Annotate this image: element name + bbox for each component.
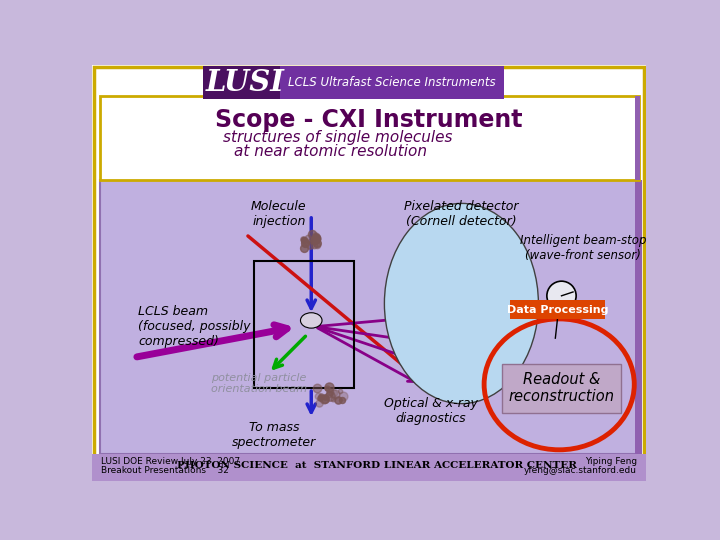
Text: yfeng@slac.stanford.edu: yfeng@slac.stanford.edu [524,466,637,475]
Point [332,396,343,404]
Point [315,392,327,400]
Point [325,392,336,400]
Text: structures of single molecules: structures of single molecules [223,131,453,145]
FancyBboxPatch shape [503,363,621,413]
FancyBboxPatch shape [636,180,642,454]
Point [313,399,325,408]
Point [324,387,336,396]
Text: Yiping Feng: Yiping Feng [585,457,637,466]
Text: Breakout Presentations    32: Breakout Presentations 32 [101,466,229,475]
Text: LUSI: LUSI [206,68,284,97]
Point [298,244,310,252]
Point [312,392,323,400]
Text: To mass
spectrometer: To mass spectrometer [232,421,316,449]
FancyBboxPatch shape [92,65,647,481]
Text: Data Processing: Data Processing [507,305,608,315]
Point [327,389,338,397]
Point [299,239,310,247]
Point [308,237,320,246]
Point [302,234,314,242]
Text: PHOTON SCIENCE  at  STANFORD LINEAR ACCELERATOR CENTER: PHOTON SCIENCE at STANFORD LINEAR ACCELE… [176,462,577,470]
Point [312,241,323,249]
Point [310,235,322,244]
FancyBboxPatch shape [99,180,639,454]
Text: LCLS beam
(focused, possibly
compressed): LCLS beam (focused, possibly compressed) [138,305,251,348]
Point [299,235,310,244]
Point [321,384,333,393]
Point [299,235,310,244]
Point [305,237,316,246]
Point [327,394,338,403]
Point [307,230,318,238]
FancyBboxPatch shape [510,300,606,319]
Ellipse shape [547,281,576,310]
FancyBboxPatch shape [636,96,640,180]
Ellipse shape [300,313,322,328]
Text: Scope - CXI Instrument: Scope - CXI Instrument [215,108,523,132]
Point [320,393,331,402]
Point [310,231,322,240]
Text: Optical & x-ray
diagnostics: Optical & x-ray diagnostics [384,397,477,426]
Point [338,392,349,400]
FancyBboxPatch shape [92,454,647,481]
Point [329,390,341,399]
Text: LUSI DOE Review July 23, 2007: LUSI DOE Review July 23, 2007 [101,457,240,466]
Point [309,235,320,244]
Point [323,383,335,391]
Text: potential particle
orientation beam: potential particle orientation beam [211,373,307,394]
Point [310,234,322,242]
Point [319,395,330,403]
Point [314,393,325,402]
Point [333,396,344,404]
Point [319,395,330,403]
Text: Molecule
injection: Molecule injection [251,200,307,227]
FancyBboxPatch shape [204,66,504,99]
Point [308,241,320,249]
Point [309,231,320,239]
Text: Pixelated detector
(Cornell detector): Pixelated detector (Cornell detector) [404,200,518,227]
Text: LCLS Ultrafast Science Instruments: LCLS Ultrafast Science Instruments [288,76,496,89]
Point [315,393,326,401]
Text: at near atomic resolution: at near atomic resolution [234,144,427,159]
Text: Intelligent beam-stop
(wave-front sensor): Intelligent beam-stop (wave-front sensor… [520,234,647,262]
Text: Readout &
reconstruction: Readout & reconstruction [508,372,614,404]
FancyBboxPatch shape [204,66,281,99]
Point [336,395,348,404]
FancyBboxPatch shape [99,96,639,180]
Point [297,235,308,244]
Point [311,239,323,247]
Ellipse shape [384,204,539,403]
Point [335,387,346,395]
Point [305,241,316,250]
Point [312,384,323,393]
Point [323,389,335,398]
